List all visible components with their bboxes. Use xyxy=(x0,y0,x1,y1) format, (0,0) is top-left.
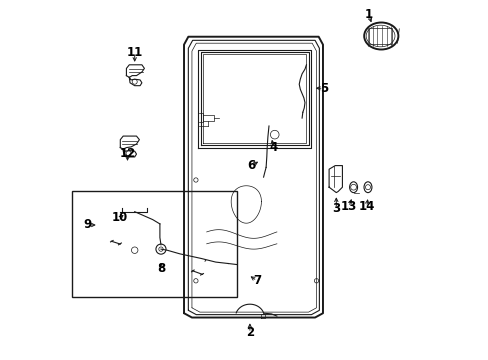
Bar xyxy=(72,191,237,297)
Text: 7: 7 xyxy=(252,274,261,287)
Text: 11: 11 xyxy=(126,46,142,59)
Text: 13: 13 xyxy=(340,201,356,213)
Text: 1: 1 xyxy=(364,8,372,21)
Text: 12: 12 xyxy=(119,147,135,159)
Text: 2: 2 xyxy=(245,327,253,339)
Text: 9: 9 xyxy=(83,219,92,231)
Text: 8: 8 xyxy=(157,262,165,275)
Text: 6: 6 xyxy=(247,159,255,172)
Text: 14: 14 xyxy=(358,201,374,213)
Text: 5: 5 xyxy=(319,82,327,95)
Text: 10: 10 xyxy=(112,211,128,224)
Bar xyxy=(368,28,392,44)
Text: 3: 3 xyxy=(331,202,340,215)
Text: 4: 4 xyxy=(268,141,277,154)
